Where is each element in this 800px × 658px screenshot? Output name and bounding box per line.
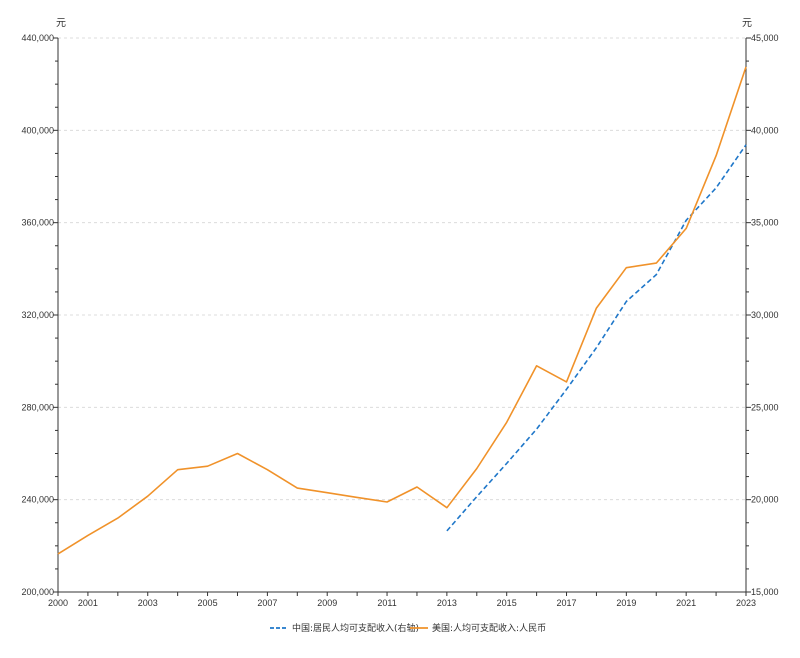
right-tick-label: 35,000 (751, 218, 779, 228)
grid-lines (58, 37, 746, 501)
right-tick-label: 15,000 (751, 587, 779, 597)
left-axis-ticks: 200,000 240,000 280,000 320,000 360,000 400,0… (21, 33, 58, 597)
x-tick-label: 2000 (48, 598, 68, 608)
left-axis-unit: 元 (56, 18, 66, 29)
left-tick-label: 240,000 (21, 495, 54, 505)
x-tick-label: 2019 (616, 598, 636, 608)
left-tick-label: 320,000 (21, 310, 54, 320)
legend-label: 中国:居民人均可支配收入(右轴) (292, 622, 419, 634)
legend-label: 美国:人均可支配收入:人民币 (432, 622, 546, 634)
x-tick-label: 2013 (437, 598, 457, 608)
right-tick-label: 40,000 (751, 125, 779, 135)
us-income-series-line (57, 66, 747, 555)
x-tick-label: 2011 (377, 598, 396, 608)
x-tick-label: 2001 (78, 598, 98, 608)
left-tick-label: 400,000 (21, 125, 54, 135)
x-tick-label: 2007 (257, 598, 277, 608)
left-tick-label: 360,000 (21, 218, 54, 228)
x-tick-label: 2017 (557, 598, 577, 608)
right-tick-label: 30,000 (751, 310, 779, 320)
x-tick-label: 2009 (317, 598, 337, 608)
legend: 中国:居民人均可支配收入(右轴) 美国:人均可支配收入:人民币 (270, 622, 546, 634)
x-tick-label: 2003 (138, 598, 158, 608)
right-axis-unit: 元 (742, 18, 752, 29)
right-tick-label: 45,000 (751, 33, 779, 43)
x-tick-label: 2005 (198, 598, 218, 608)
axes: 元 元 (56, 18, 752, 593)
right-axis-ticks: 15,000 20,000 25,000 30,000 35,000 40,000 45,0… (746, 33, 779, 597)
x-tick-label: 2015 (497, 598, 517, 608)
left-tick-label: 440,000 (21, 33, 54, 43)
right-tick-label: 20,000 (751, 495, 779, 505)
x-axis-ticks: 2000 2001 2003 2005 2007 2009 2011 2013 2015 2017… (48, 592, 756, 608)
left-tick-label: 200,000 (21, 587, 54, 597)
right-tick-label: 25,000 (751, 402, 779, 412)
china-income-series-line (446, 144, 747, 532)
left-tick-label: 280,000 (21, 402, 54, 412)
x-tick-label: 2023 (736, 598, 756, 608)
series-lines (57, 66, 747, 555)
x-tick-label: 2021 (676, 598, 696, 608)
